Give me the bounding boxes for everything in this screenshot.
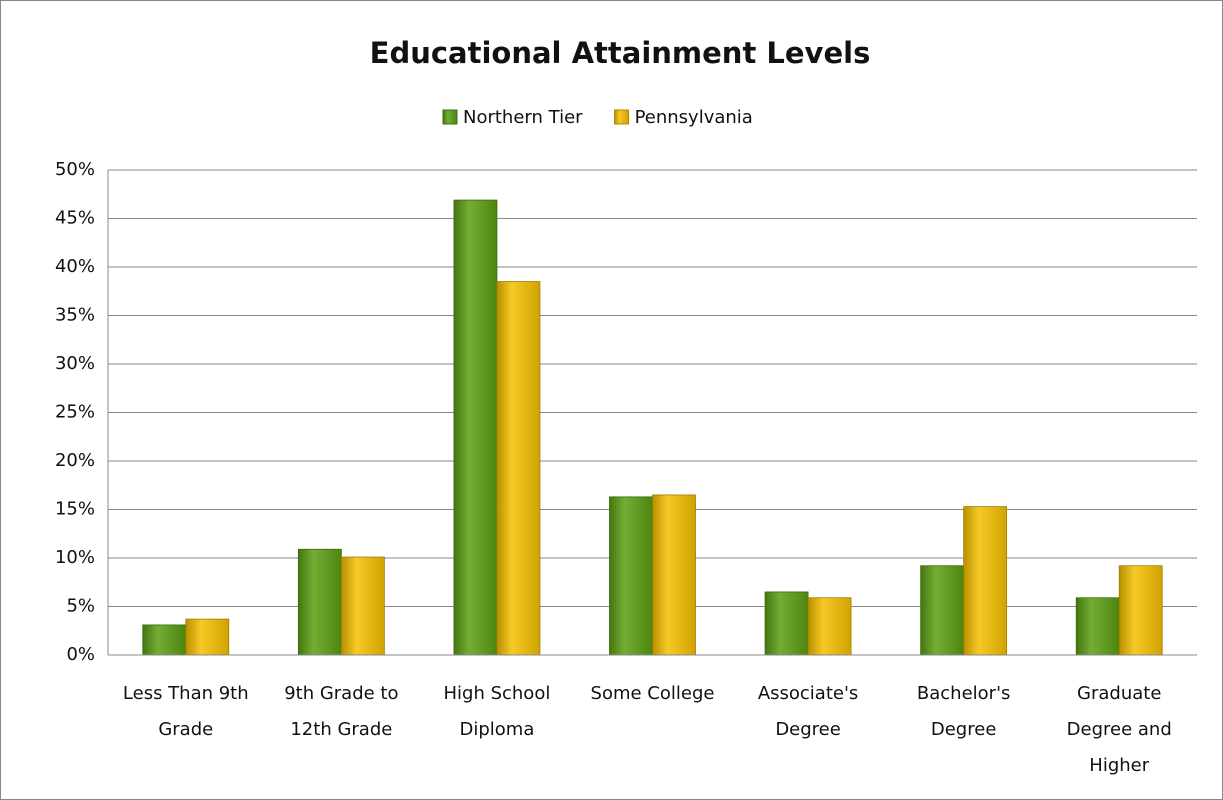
bar [609, 496, 653, 656]
bar [453, 199, 498, 656]
bar [496, 281, 541, 656]
bar [1075, 597, 1120, 656]
x-tick-label: Graduate Degree and Higher [1067, 683, 1172, 776]
bar [920, 565, 965, 656]
legend-label: Pennsylvania [635, 107, 753, 128]
bar [297, 548, 342, 656]
bar [1118, 565, 1163, 656]
legend-swatch [614, 109, 630, 125]
x-tick-label: Associate's Degree [758, 683, 858, 740]
bar [142, 624, 187, 656]
y-tick-label: 20% [55, 450, 95, 471]
y-tick-label: 10% [55, 547, 95, 568]
chart-title: Educational Attainment Levels [370, 36, 871, 70]
legend-label: Northern Tier [463, 107, 583, 128]
bar [807, 597, 852, 656]
x-tick-label: High School Diploma [443, 683, 550, 740]
x-tick-label: Some College [591, 683, 715, 704]
x-tick-label: Less Than 9th Grade [123, 683, 249, 740]
x-tick-label: Bachelor's Degree [917, 683, 1011, 740]
x-tick-label: 9th Grade to 12th Grade [284, 683, 398, 740]
y-tick-label: 50% [55, 159, 95, 180]
bar [340, 556, 385, 656]
y-tick-label: 35% [55, 305, 95, 326]
y-tick-label: 0% [66, 644, 95, 665]
y-tick-label: 5% [66, 596, 95, 617]
bar [185, 618, 230, 656]
bar [652, 494, 696, 656]
legend-swatch [442, 109, 458, 125]
y-tick-label: 45% [55, 208, 95, 229]
y-tick-label: 15% [55, 499, 95, 520]
y-tick-label: 25% [55, 402, 95, 423]
y-tick-label: 30% [55, 353, 95, 374]
bar [764, 591, 809, 656]
bar [963, 506, 1008, 656]
y-tick-label: 40% [55, 256, 95, 277]
